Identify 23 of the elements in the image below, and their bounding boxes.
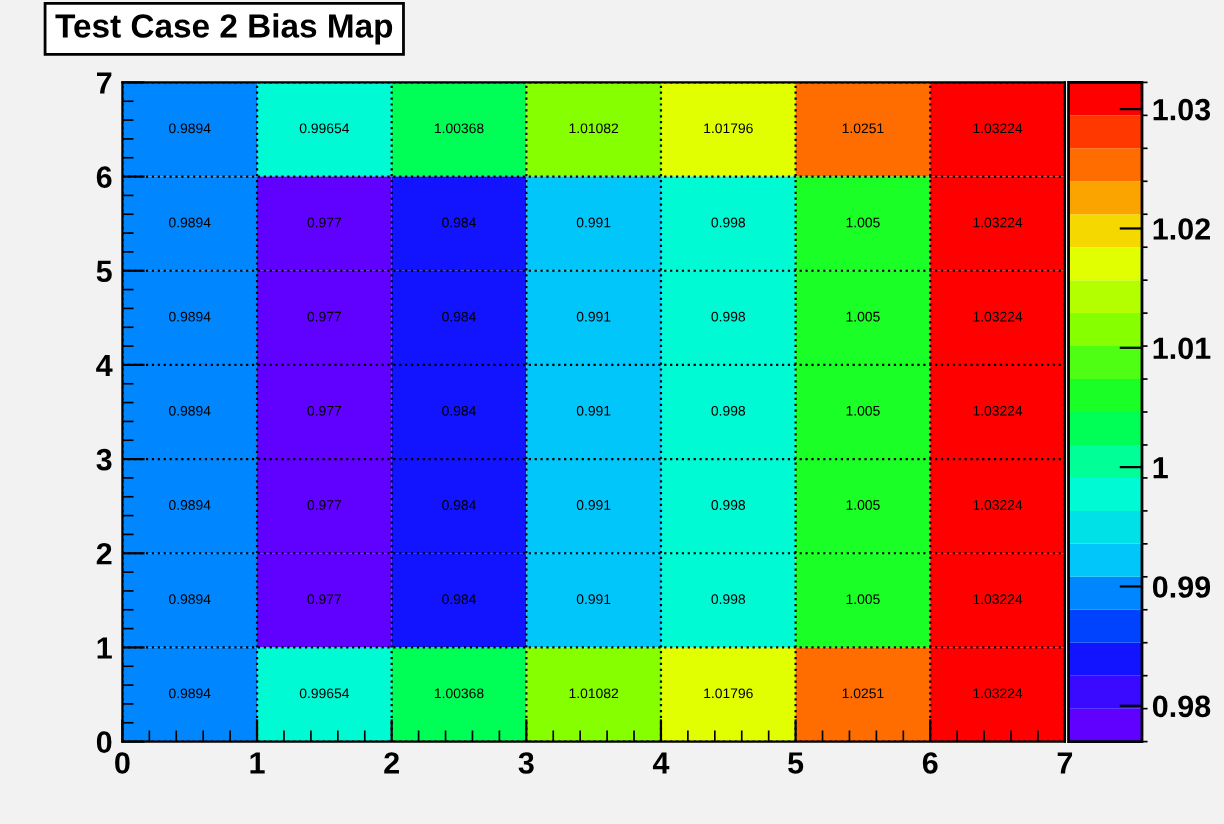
y-tick-label: 0 — [96, 731, 112, 753]
color-bar-label: 1 — [1153, 457, 1168, 479]
color-bar-label: 0.99 — [1152, 576, 1211, 598]
color-bar-label: 0.98 — [1152, 695, 1211, 718]
x-tick-label: 2 — [384, 752, 399, 774]
x-tick-label: 1 — [250, 752, 265, 774]
chart-title: Test Case 2 Bias Map — [55, 13, 393, 45]
y-tick-label: 4 — [96, 354, 113, 376]
x-tick-label: 6 — [922, 752, 938, 774]
color-bar-label: 1.02 — [1153, 218, 1210, 240]
x-tick-label: 4 — [652, 752, 670, 774]
x-tick-label: 0 — [115, 752, 130, 774]
y-tick-label: 7 — [97, 72, 112, 94]
y-tick-label: 2 — [96, 542, 112, 565]
x-tick-label: 7 — [1057, 752, 1073, 774]
color-bar-label: 1.03 — [1153, 98, 1211, 121]
y-tick-label: 1 — [97, 637, 112, 659]
x-tick-label: 3 — [518, 752, 534, 774]
x-tick-label: 5 — [788, 752, 804, 774]
y-tick-label: 5 — [96, 260, 112, 283]
y-tick-label: 3 — [96, 448, 112, 471]
color-bar-label: 1.01 — [1153, 337, 1211, 360]
y-tick-label: 6 — [96, 166, 112, 188]
